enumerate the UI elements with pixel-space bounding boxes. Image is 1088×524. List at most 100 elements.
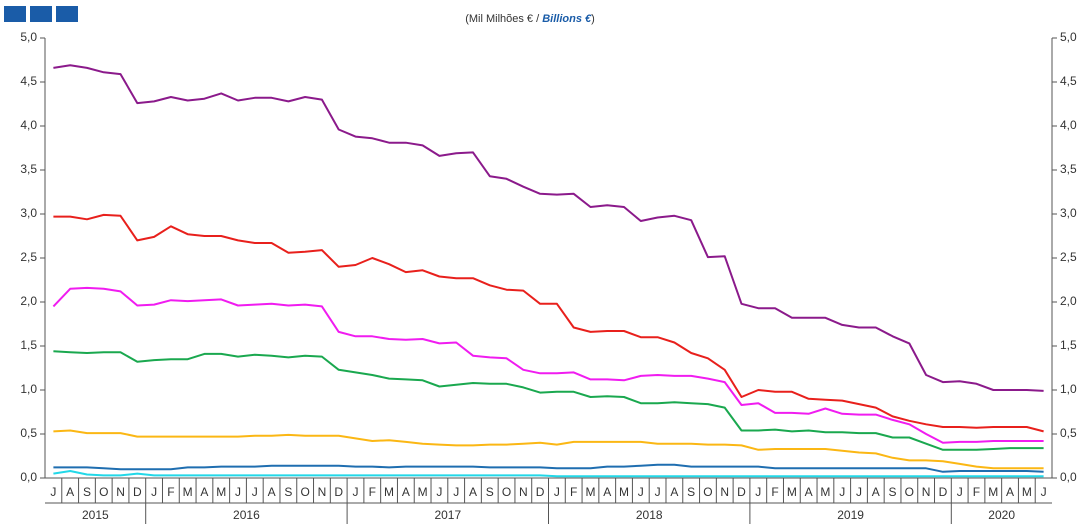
x-tick-label: N: [318, 485, 327, 499]
x-tick-label: A: [200, 485, 208, 499]
series-line: [53, 350, 1044, 451]
x-tick-label: S: [284, 485, 292, 499]
y-tick-label: 1,5: [20, 338, 37, 352]
x-tick-label: N: [116, 485, 125, 499]
year-label: 2018: [636, 508, 663, 522]
x-tick-label: A: [1006, 485, 1014, 499]
y-tick-label: 2,5: [20, 250, 37, 264]
y2-tick-label: 1,5: [1060, 338, 1077, 352]
x-tick-label: J: [856, 485, 862, 499]
x-tick-label: M: [820, 485, 830, 499]
x-tick-label: J: [957, 485, 963, 499]
x-tick-label: J: [839, 485, 845, 499]
x-tick-label: M: [418, 485, 428, 499]
series-line: [53, 429, 1044, 470]
year-label: 2015: [82, 508, 109, 522]
x-tick-label: J: [554, 485, 560, 499]
year-label: 2019: [837, 508, 864, 522]
logo-block: [56, 6, 78, 22]
y-tick-label: 0,0: [20, 470, 37, 484]
x-tick-label: A: [670, 485, 678, 499]
x-tick-label: J: [638, 485, 644, 499]
y-tick-label: 2,0: [20, 294, 37, 308]
subtitle: (Mil Milhões € / Billions €): [465, 13, 595, 25]
x-tick-label: D: [939, 485, 948, 499]
y2-tick-label: 0,5: [1060, 426, 1077, 440]
x-tick-label: J: [1041, 485, 1047, 499]
x-tick-label: O: [300, 485, 309, 499]
y2-tick-label: 4,5: [1060, 74, 1077, 88]
x-tick-label: M: [183, 485, 193, 499]
x-tick-label: J: [235, 485, 241, 499]
y-tick-label: 3,0: [20, 206, 37, 220]
x-tick-label: J: [655, 485, 661, 499]
y2-tick-label: 3,5: [1060, 162, 1077, 176]
x-tick-label: M: [1022, 485, 1032, 499]
year-label: 2020: [988, 508, 1015, 522]
y2-tick-label: 2,5: [1060, 250, 1077, 264]
x-tick-label: O: [905, 485, 914, 499]
subtitle-en: Billions €: [542, 13, 592, 25]
x-tick-label: F: [771, 485, 778, 499]
x-tick-label: N: [720, 485, 729, 499]
x-tick-label: S: [687, 485, 695, 499]
y-tick-label: 4,0: [20, 118, 37, 132]
x-tick-label: F: [369, 485, 376, 499]
x-tick-label: M: [988, 485, 998, 499]
year-label: 2017: [434, 508, 461, 522]
x-tick-label: O: [502, 485, 511, 499]
x-tick-label: A: [805, 485, 813, 499]
x-tick-label: M: [619, 485, 629, 499]
x-tick-label: S: [83, 485, 91, 499]
series-line: [53, 213, 1044, 433]
x-tick-label: J: [252, 485, 258, 499]
x-tick-label: O: [703, 485, 712, 499]
y-tick-label: 3,5: [20, 162, 37, 176]
x-tick-label: A: [872, 485, 880, 499]
x-tick-label: J: [755, 485, 761, 499]
y2-tick-label: 4,0: [1060, 118, 1077, 132]
x-tick-label: M: [384, 485, 394, 499]
x-tick-label: D: [536, 485, 545, 499]
series-line: [52, 286, 1044, 444]
x-tick-label: M: [216, 485, 226, 499]
x-tick-label: M: [585, 485, 595, 499]
logo-block: [4, 6, 26, 22]
x-tick-label: F: [570, 485, 577, 499]
y-tick-label: 5,0: [20, 30, 37, 44]
y2-tick-label: 5,0: [1060, 30, 1077, 44]
x-tick-label: J: [453, 485, 459, 499]
y2-tick-label: 0,0: [1060, 470, 1077, 484]
subtitle-pt: (Mil Milhões € /: [465, 13, 542, 25]
x-tick-label: O: [99, 485, 108, 499]
x-tick-label: N: [922, 485, 931, 499]
series-line: [53, 470, 1044, 478]
x-tick-label: A: [268, 485, 276, 499]
x-tick-label: A: [402, 485, 410, 499]
series-line: [53, 463, 1044, 473]
x-tick-label: S: [486, 485, 494, 499]
x-tick-label: M: [787, 485, 797, 499]
x-tick-label: A: [66, 485, 74, 499]
x-tick-label: J: [50, 485, 56, 499]
x-tick-label: D: [133, 485, 142, 499]
y-tick-label: 4,5: [20, 74, 37, 88]
y2-tick-label: 3,0: [1060, 206, 1077, 220]
y2-tick-label: 2,0: [1060, 294, 1077, 308]
y2-tick-label: 1,0: [1060, 382, 1077, 396]
x-tick-label: J: [151, 485, 157, 499]
x-tick-label: S: [889, 485, 897, 499]
x-tick-label: D: [334, 485, 343, 499]
subtitle-end: ): [591, 13, 595, 25]
series-line: [53, 64, 1044, 392]
x-tick-label: F: [167, 485, 174, 499]
logo-block: [30, 6, 52, 22]
x-tick-label: J: [352, 485, 358, 499]
y-tick-label: 1,0: [20, 382, 37, 396]
x-tick-label: A: [469, 485, 477, 499]
x-tick-label: A: [603, 485, 611, 499]
x-tick-label: D: [737, 485, 746, 499]
x-tick-label: J: [436, 485, 442, 499]
x-tick-label: N: [519, 485, 528, 499]
